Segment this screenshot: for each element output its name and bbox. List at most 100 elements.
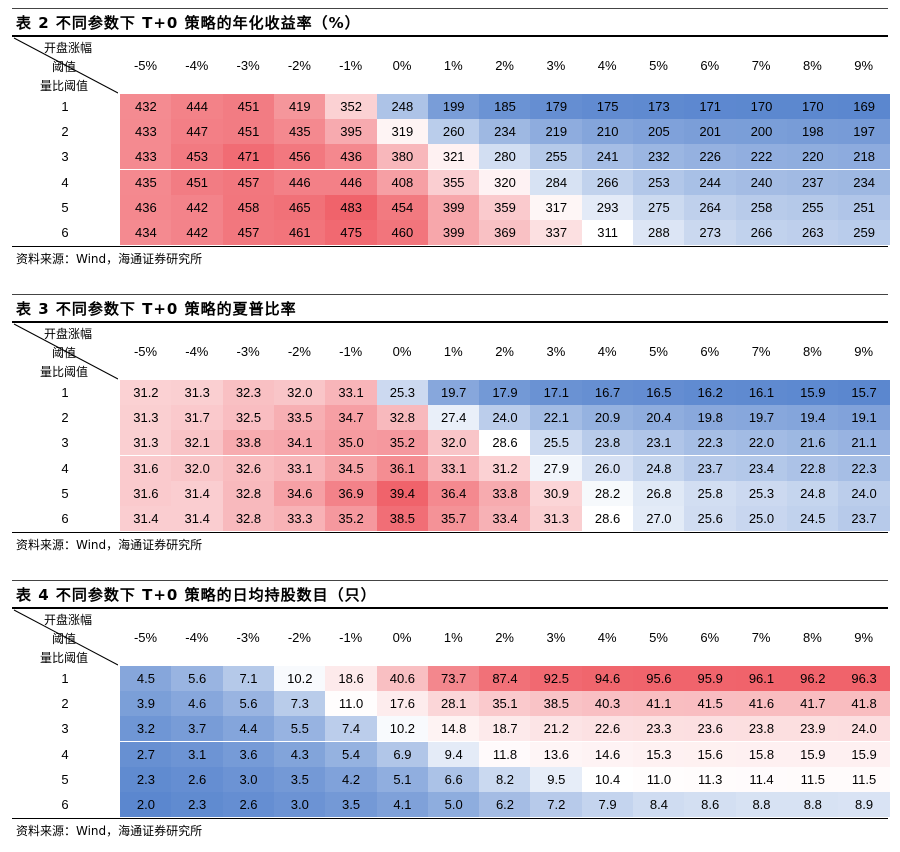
table-cell: 34.5	[325, 455, 377, 481]
table-cell: 3.0	[222, 766, 275, 792]
corner-header: 开盘涨幅 阈值 量比阈值	[12, 323, 118, 380]
column-header: -4%	[185, 630, 209, 645]
table-cell: 32.3	[222, 380, 275, 405]
source-note: 资料来源：Wind，海通证券研究所	[16, 252, 203, 266]
table-cell: 317	[530, 194, 583, 220]
table-cell: 24.8	[786, 480, 839, 506]
table-cell: 369	[479, 220, 531, 245]
table-cell: 436	[120, 194, 172, 220]
table-cell: 4.2	[325, 766, 377, 792]
table-cell: 31.6	[120, 480, 172, 506]
table-cell: 457	[222, 220, 275, 245]
table-cell: 32.0	[171, 455, 224, 481]
table-cell: 4.6	[171, 691, 224, 717]
table-cell: 23.1	[633, 430, 685, 456]
table-cell: 451	[171, 169, 224, 195]
table-cell: 8.6	[684, 792, 737, 817]
table-cell: 31.3	[530, 506, 583, 531]
table-cell: 471	[222, 144, 275, 170]
column-header: -5%	[133, 344, 158, 359]
table-cell: 14.6	[581, 741, 634, 767]
table-cell: 461	[273, 220, 326, 245]
row-header: 2	[61, 696, 69, 712]
table-cell: 21.1	[838, 430, 890, 456]
table-cell: 3.6	[222, 741, 275, 767]
table-cell: 170	[735, 94, 788, 119]
table-cell: 19.8	[684, 405, 737, 431]
table-cell: 11.5	[786, 766, 839, 792]
column-header: 0%	[392, 344, 412, 359]
table-cell: 266	[581, 169, 634, 195]
table-cell: 9.5	[530, 766, 583, 792]
table-cell: 11.3	[684, 766, 737, 792]
table-cell: 24.0	[838, 480, 890, 506]
table-cell: 31.7	[171, 405, 224, 431]
table-cell: 483	[325, 194, 377, 220]
diagonal-line	[13, 609, 118, 666]
table-cell: 28.6	[581, 506, 634, 531]
table-cell: 218	[838, 144, 890, 170]
row-header: 6	[61, 511, 69, 526]
table-cell: 15.9	[786, 380, 839, 405]
table-cell: 22.3	[838, 455, 890, 481]
table-cell: 11.4	[735, 766, 788, 792]
table-cell: 22.1	[530, 405, 583, 431]
table-cell: 3.1	[171, 741, 224, 767]
row-header: 5	[61, 199, 69, 215]
table-cell: 2.7	[120, 741, 172, 767]
table-cell: 4.4	[222, 716, 275, 742]
table-cell: 31.4	[171, 506, 224, 531]
table-cell: 33.5	[273, 405, 326, 431]
table-cell: 24.0	[479, 405, 531, 431]
table-cell: 475	[325, 220, 377, 245]
table-cell: 244	[684, 169, 737, 195]
table-cell: 4.5	[120, 666, 172, 691]
table-cell: 205	[633, 119, 685, 145]
table-cell: 241	[581, 144, 634, 170]
row-header: 2	[61, 124, 69, 140]
row-header: 4	[61, 460, 69, 476]
column-header: -5%	[133, 630, 158, 645]
table-cell: 95.6	[633, 666, 685, 691]
table-cell: 32.8	[376, 405, 429, 431]
table-cell: 288	[633, 220, 685, 245]
table-cell: 4.3	[273, 741, 326, 767]
table-cell: 5.0	[427, 792, 480, 817]
corner-label-volume-ratio: 量比阈值	[40, 651, 89, 665]
table-cell: 457	[222, 169, 275, 195]
table-cell: 6.9	[376, 741, 429, 767]
table-cell: 33.1	[325, 380, 377, 405]
table-cell: 280	[479, 144, 531, 170]
table-cell: 24.8	[633, 455, 685, 481]
corner-label-open-change: 开盘涨幅	[44, 327, 93, 341]
table-cell: 7.9	[581, 792, 634, 817]
table-cell: 17.1	[530, 380, 583, 405]
row-header: 6	[61, 225, 69, 240]
table-cell: 35.2	[325, 506, 377, 531]
column-header: -2%	[287, 630, 311, 645]
table-cell: 2.3	[171, 792, 224, 817]
table-cell: 19.7	[735, 405, 788, 431]
table-cell: 30.9	[530, 480, 583, 506]
table-cell: 237	[786, 169, 839, 195]
table-cell: 23.3	[633, 716, 685, 742]
table-cell: 27.4	[427, 405, 480, 431]
column-header: 8%	[802, 630, 822, 645]
table-cell: 10.2	[273, 666, 326, 691]
corner-label-volume-ratio: 量比阈值	[40, 79, 89, 93]
table-cell: 4.1	[376, 792, 429, 817]
table-cell: 73.7	[427, 666, 480, 691]
table-cell: 31.2	[120, 380, 172, 405]
table-cell: 20.9	[581, 405, 634, 431]
table-cell: 41.1	[633, 691, 685, 717]
table-cell: 16.1	[735, 380, 788, 405]
corner-label-volume-ratio: 量比阈值	[40, 365, 89, 379]
column-header: 6%	[700, 344, 720, 359]
table-cell: 35.0	[325, 430, 377, 456]
column-header: 8%	[802, 58, 822, 73]
table-cell: 16.5	[633, 380, 685, 405]
table-cell: 7.4	[325, 716, 377, 742]
table-cell: 3.7	[171, 716, 224, 742]
table-cell: 15.8	[735, 741, 788, 767]
table-cell: 2.0	[120, 792, 172, 817]
